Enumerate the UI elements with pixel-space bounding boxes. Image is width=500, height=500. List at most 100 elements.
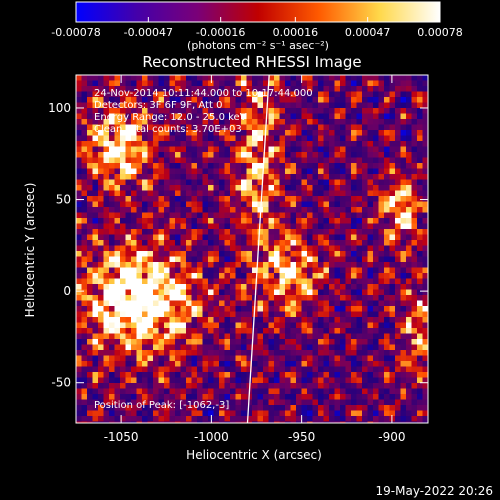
heatmap-cell (230, 130, 236, 136)
heatmap-cell (164, 311, 170, 318)
heatmap-cell (279, 80, 286, 87)
heatmap-cell (340, 295, 346, 301)
heatmap-cell (356, 229, 363, 235)
heatmap-cell (191, 102, 198, 109)
heatmap-cell (191, 86, 198, 92)
heatmap-cell (406, 80, 412, 87)
heatmap-cell (268, 113, 275, 120)
heatmap-cell (257, 366, 264, 373)
heatmap-cell (290, 267, 297, 274)
heatmap-cell (301, 157, 308, 164)
heatmap-cell (285, 163, 291, 169)
heatmap-cell (98, 317, 104, 323)
heatmap-cell (252, 91, 258, 98)
heatmap-cell (285, 273, 291, 279)
heatmap-cell (406, 102, 412, 109)
heatmap-cell (136, 97, 143, 103)
heatmap-cell (169, 234, 176, 241)
heatmap-cell (318, 311, 324, 318)
heatmap-cell (76, 300, 82, 307)
heatmap-cell (400, 174, 407, 180)
heatmap-cell (81, 124, 88, 131)
heatmap-cell (202, 223, 209, 230)
heatmap-cell (274, 168, 280, 175)
heatmap-cell (279, 405, 286, 411)
heatmap-cell (180, 410, 187, 417)
heatmap-cell (136, 80, 143, 87)
heatmap-cell (98, 284, 104, 290)
heatmap-cell (180, 201, 187, 208)
heatmap-cell (219, 245, 225, 252)
heatmap-cell (323, 218, 330, 224)
heatmap-cell (246, 207, 253, 213)
heatmap-cell (406, 179, 412, 186)
heatmap-cell (241, 157, 247, 164)
heatmap-cell (257, 119, 264, 125)
heatmap-cell (411, 190, 418, 197)
heatmap-cell (400, 333, 407, 340)
heatmap-cell (257, 240, 264, 246)
heatmap-cell (92, 256, 99, 263)
heatmap-cell (373, 295, 379, 301)
heatmap-cell (147, 251, 154, 257)
heatmap-cell (285, 262, 291, 268)
heatmap-cell (318, 361, 324, 367)
heatmap-cell (268, 256, 275, 263)
heatmap-cell (411, 284, 418, 290)
heatmap-cell (197, 157, 203, 164)
heatmap-cell (340, 146, 346, 153)
heatmap-cell (345, 168, 352, 175)
heatmap-cell (384, 372, 390, 378)
heatmap-cell (81, 361, 88, 367)
heatmap-cell (329, 394, 335, 400)
heatmap-cell (395, 141, 401, 147)
heatmap-cell (351, 80, 357, 87)
heatmap-cell (411, 229, 418, 235)
heatmap-cell (147, 141, 154, 147)
heatmap-cell (312, 361, 319, 367)
heatmap-cell (395, 372, 401, 378)
heatmap-cell (125, 113, 132, 120)
heatmap-cell (422, 102, 428, 109)
heatmap-cell (296, 366, 302, 373)
heatmap-cell (158, 344, 165, 351)
heatmap-cell (384, 174, 390, 180)
heatmap-cell (230, 218, 236, 224)
colorbar-ticks: -0.00078 -0.00047 -0.00016 0.00016 0.00047 0.… (51, 17, 463, 39)
heatmap-cell (219, 311, 225, 318)
heatmap-cell (180, 163, 187, 169)
heatmap-cell (296, 295, 302, 301)
heatmap-cell (351, 333, 357, 340)
heatmap-cell (230, 201, 236, 208)
heatmap-cell (257, 91, 264, 98)
heatmap-cell (345, 135, 352, 142)
heatmap-cell (136, 405, 143, 411)
heatmap-cell (268, 75, 275, 81)
heatmap-cell (400, 300, 407, 307)
heatmap-cell (367, 223, 374, 230)
heatmap-cell (290, 295, 297, 301)
heatmap-cell (400, 262, 407, 268)
heatmap-cell (400, 130, 407, 136)
heatmap-cell (81, 201, 88, 208)
heatmap-cell (406, 130, 412, 136)
heatmap-cell (378, 218, 385, 224)
heatmap-cell (362, 251, 368, 257)
heatmap-cell (76, 383, 82, 389)
heatmap-cell (395, 388, 401, 395)
heatmap-cell (384, 289, 390, 296)
heatmap-cell (241, 168, 247, 175)
heatmap-cell (158, 80, 165, 87)
heatmap-cell (158, 311, 165, 318)
heatmap-cell (92, 350, 99, 356)
heatmap-cell (197, 339, 203, 345)
heatmap-cell (373, 284, 379, 290)
heatmap-cell (147, 240, 154, 246)
heatmap-cell (395, 306, 401, 312)
heatmap-cell (175, 157, 181, 164)
heatmap-cell (290, 229, 297, 235)
heatmap-cell (340, 179, 346, 186)
heatmap-cell (384, 350, 390, 356)
heatmap-cell (120, 245, 126, 252)
heatmap-cell (373, 278, 379, 285)
